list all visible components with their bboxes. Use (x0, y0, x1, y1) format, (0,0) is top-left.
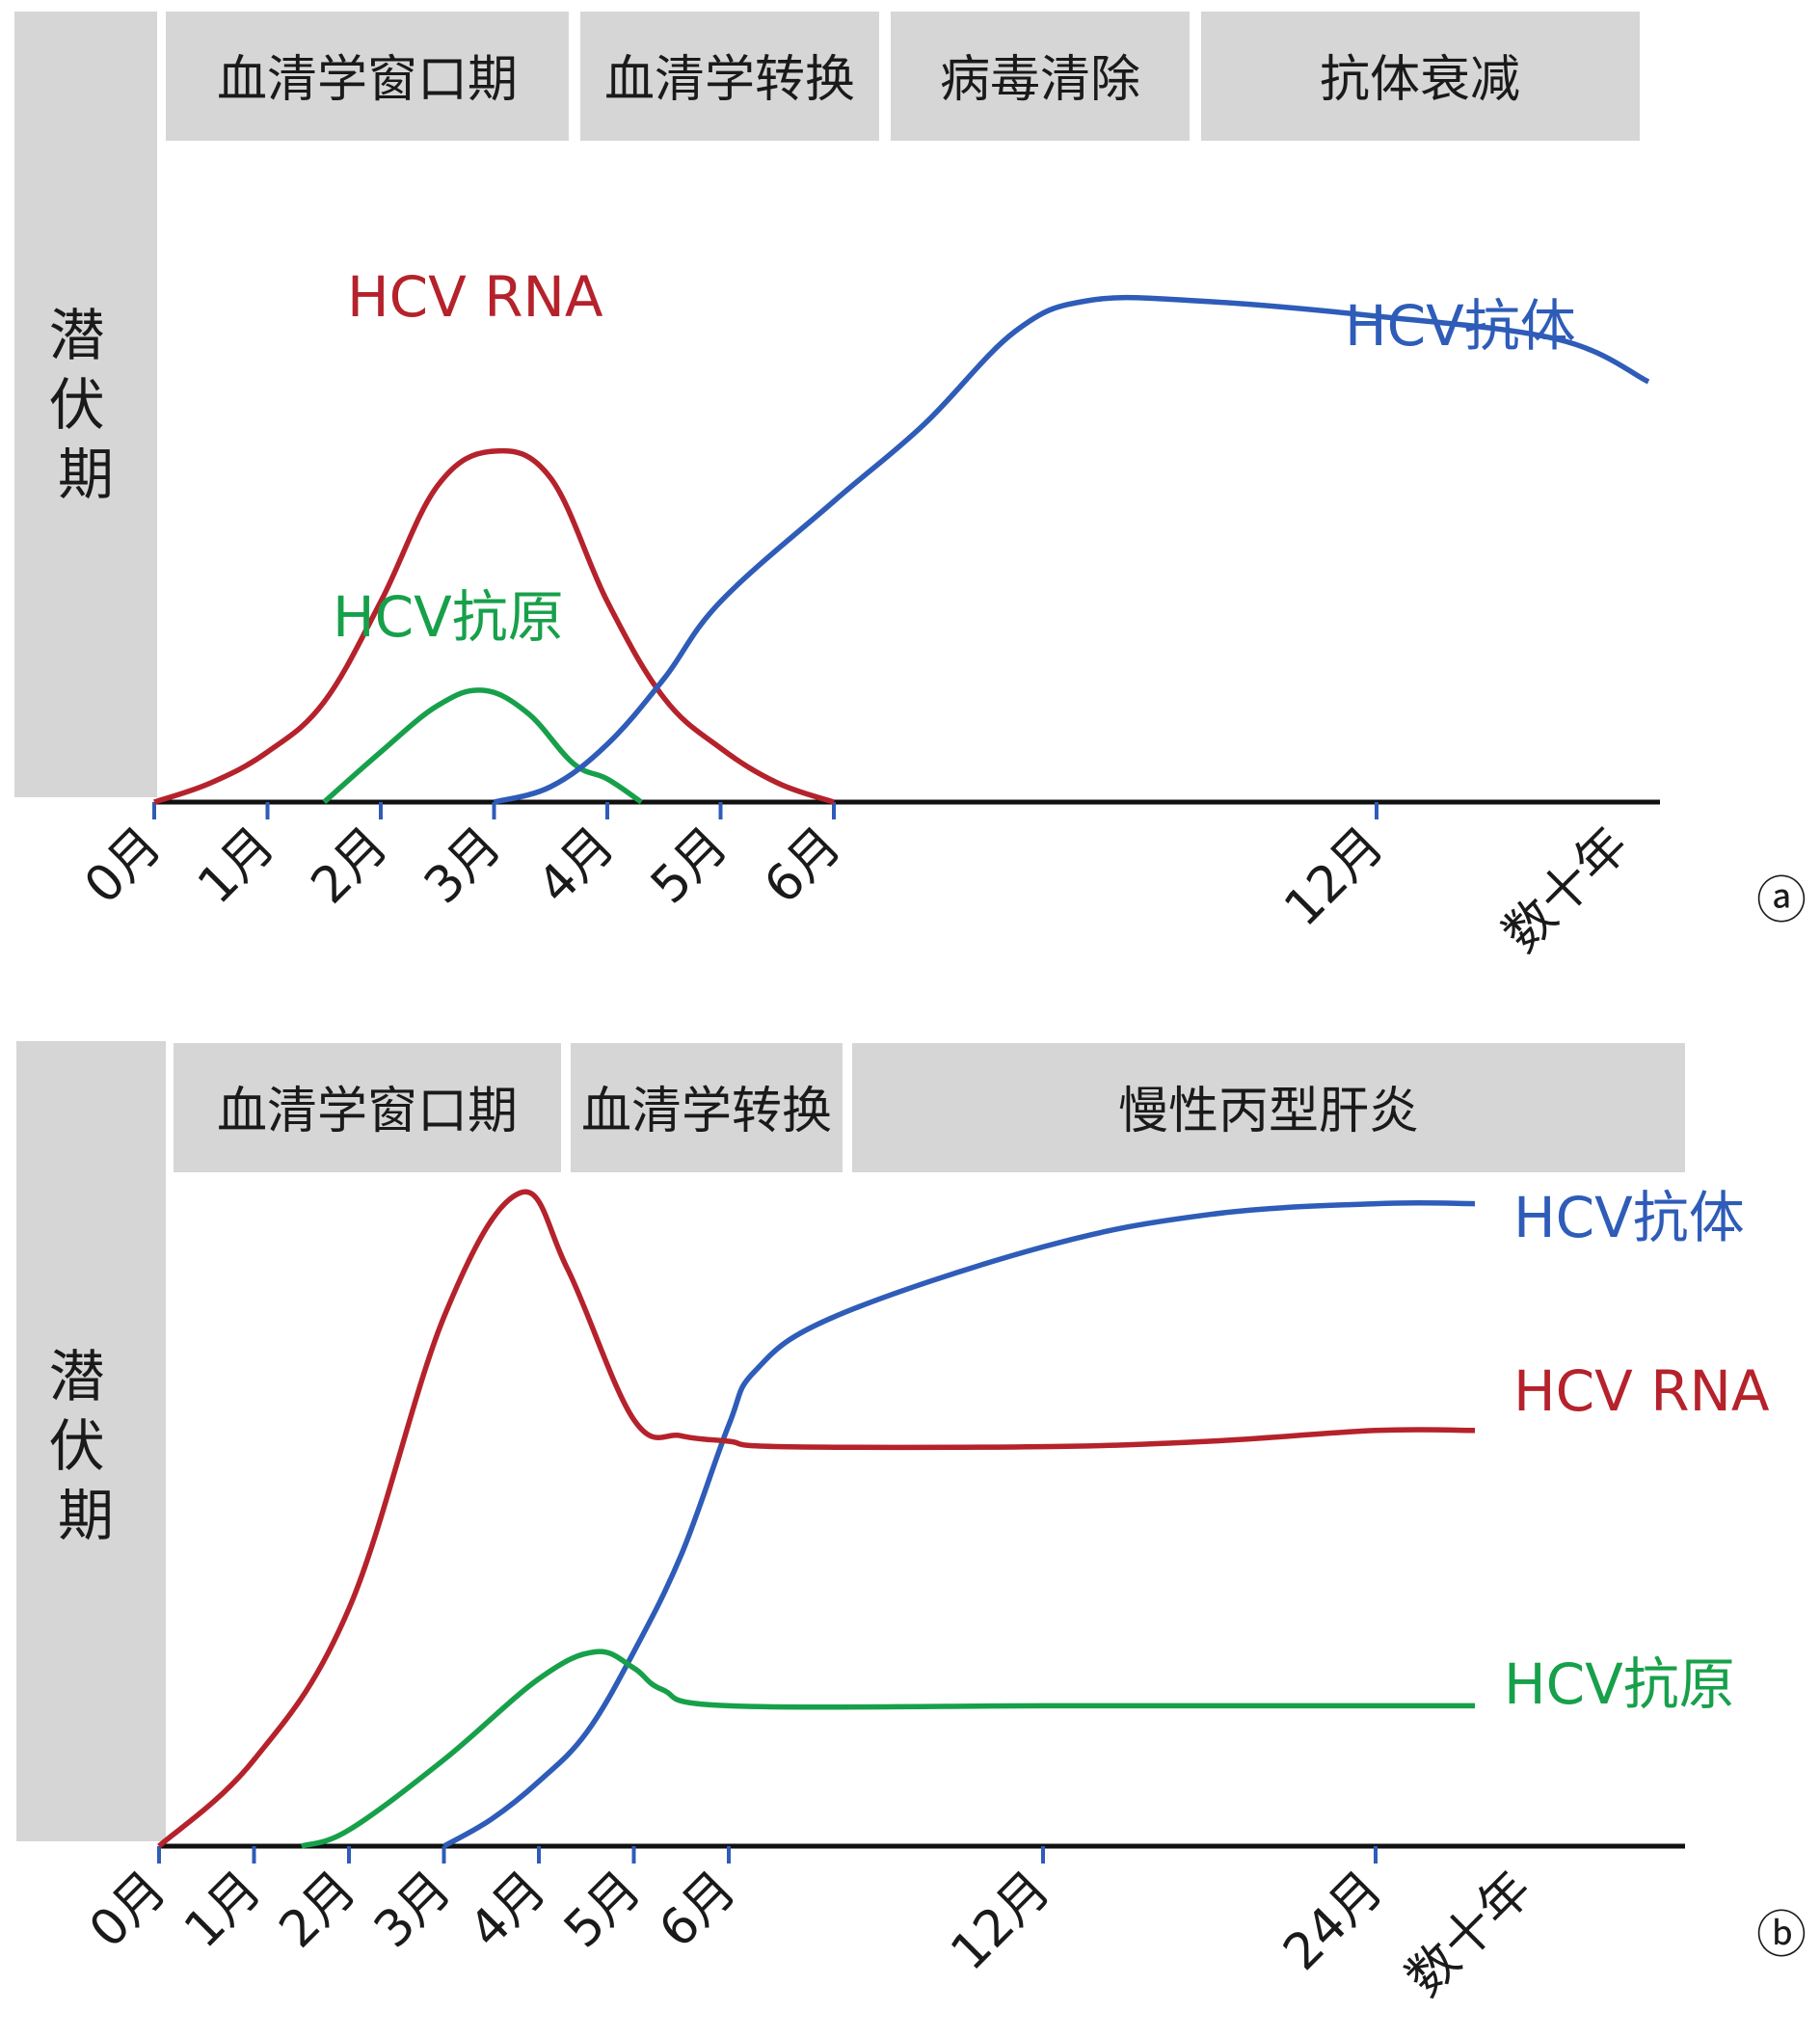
latent-period-label-a: 潜 伏 期 (49, 303, 122, 507)
phase-box-b-0 (174, 1043, 561, 1172)
x-tick-label-b-7: 12月 (940, 1861, 1061, 1982)
phase-label-a-0: 血清学窗口期 (217, 51, 518, 109)
x-tick-label-b-0: 0月 (79, 1861, 178, 1960)
x-tick-label-a-6: 6月 (754, 817, 853, 916)
x-tick-label-b-4: 4月 (459, 1861, 558, 1960)
latent-char-b-2: 期 (58, 1483, 114, 1548)
x-tick-label-a-2: 2月 (301, 817, 400, 916)
series-label-hcv-antibody-a: HCV抗体 (1345, 293, 1576, 359)
x-tick-label-b-9: 数十年 (1396, 1861, 1543, 2008)
series-line-hcv-rna-b (157, 1189, 1476, 1849)
phase-label-a-2: 病毒清除 (940, 51, 1140, 109)
latent-char-a-1: 伏 (49, 372, 105, 438)
phase-box-b-2 (852, 1043, 1685, 1172)
latent-char-a-2: 期 (58, 442, 114, 507)
x-tick-label-b-1: 1月 (174, 1861, 273, 1960)
x-tick-label-a-3: 3月 (414, 817, 513, 916)
x-ticks-a: 0月 1月 2月 3月 4月 5月 6月 12月 数十年 (74, 802, 1640, 964)
x-tick-label-b-2: 2月 (269, 1861, 368, 1960)
series-line-hcv-antibody-b (442, 1199, 1476, 1849)
series-label-hcv-rna-a: HCV RNA (347, 264, 603, 330)
phase-label-a-3: 抗体衰减 (1320, 51, 1520, 109)
x-tick-label-a-0: 0月 (74, 817, 174, 916)
latent-char-a-0: 潜 (49, 303, 105, 368)
latent-period-band-b (16, 1041, 166, 1841)
x-tick-label-a-4: 4月 (527, 817, 627, 916)
x-tick-label-b-8: 24月 (1272, 1861, 1394, 1982)
series-line-hcv-antigen-b (300, 1649, 1475, 1849)
latent-period-label-b: 潜 伏 期 (49, 1344, 122, 1548)
series-label-hcv-antigen-b: HCV抗原 (1504, 1651, 1735, 1717)
x-tick-label-a-7: 12月 (1273, 817, 1395, 938)
phase-box-a-2 (891, 12, 1190, 141)
x-tick-label-b-6: 6月 (649, 1861, 748, 1960)
x-tick-label-a-5: 5月 (640, 817, 739, 916)
series-line-hcv-antigen-a (322, 687, 643, 805)
series-label-hcv-antigen-a: HCV抗原 (333, 584, 564, 650)
phase-label-b-1: 血清学转换 (581, 1083, 832, 1140)
panel-a: 潜 伏 期 血清学窗口期 血清学转换 病毒清除 抗体衰减 0月 1月 2月 3月 4月 5… (14, 12, 1807, 964)
latent-char-b-0: 潜 (49, 1344, 105, 1409)
phase-box-a-1 (580, 12, 879, 141)
panel-label-b: ⓑ (1756, 1907, 1807, 1965)
phase-box-a-0 (166, 12, 569, 141)
phase-box-b-1 (571, 1043, 843, 1172)
x-tick-label-b-5: 5月 (553, 1861, 653, 1960)
panel-b: 潜 伏 期 血清学窗口期 血清学转换 慢性丙型肝炎 0月1月2月3月4月5月6月… (16, 1041, 1807, 2008)
phase-label-b-0: 血清学窗口期 (217, 1083, 518, 1140)
series-label-hcv-antibody-b: HCV抗体 (1513, 1185, 1745, 1250)
x-tick-label-a-1: 1月 (187, 817, 286, 916)
phase-label-a-1: 血清学转换 (604, 51, 855, 109)
x-tick-label-b-3: 3月 (363, 1861, 463, 1960)
series-label-hcv-rna-b: HCV RNA (1513, 1358, 1770, 1424)
x-tick-label-a-8: 数十年 (1492, 817, 1640, 964)
latent-char-b-1: 伏 (49, 1413, 105, 1479)
latent-period-band-a (14, 12, 157, 797)
series-line-hcv-antibody-a (493, 294, 1650, 805)
phase-box-a-3 (1201, 12, 1640, 141)
phase-label-b-2: 慢性丙型肝炎 (1118, 1083, 1419, 1140)
panel-label-a: ⓐ (1756, 872, 1807, 930)
series-line-hcv-rna-a (153, 447, 835, 805)
